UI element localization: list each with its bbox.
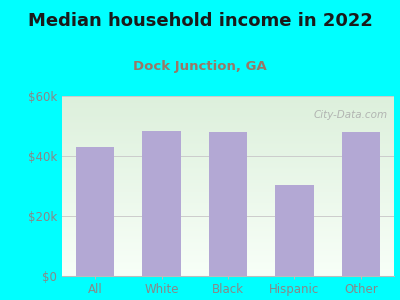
Text: City-Data.com: City-Data.com — [313, 110, 387, 120]
Bar — [142, 130, 181, 276]
Text: Dock Junction, GA: Dock Junction, GA — [133, 60, 267, 73]
Bar — [342, 132, 380, 276]
Bar — [275, 184, 314, 276]
Text: Median household income in 2022: Median household income in 2022 — [28, 12, 372, 30]
Bar — [76, 147, 114, 276]
Bar — [209, 132, 247, 276]
